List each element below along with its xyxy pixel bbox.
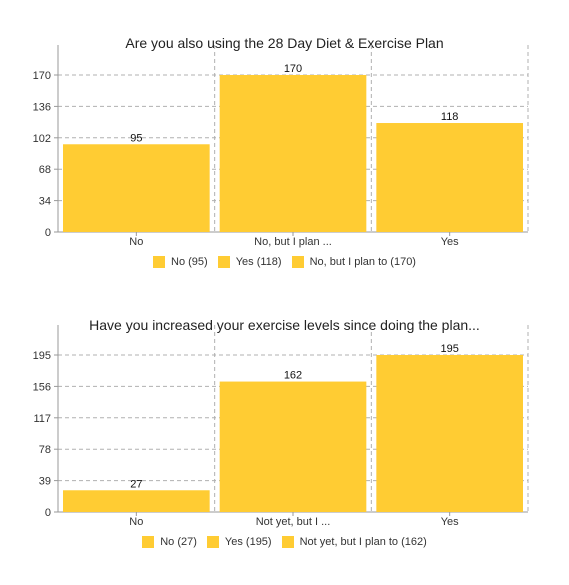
legend-swatch [153,256,166,268]
bar-value-label: 95 [130,132,142,144]
bar [219,75,367,232]
y-tick-label: 102 [33,133,51,145]
y-tick-label: 156 [33,381,51,393]
legend-swatch [142,536,155,548]
bar-value-label: 162 [284,370,302,382]
chart-title: Are you also using the 28 Day Diet & Exe… [125,35,444,51]
bar-chart-1: 0 34 68 102 136 170 95 No 170 No, but I plan ... 1… [33,45,529,248]
chart-panel-1: Are you also using the 28 Day Diet & Exe… [0,0,569,290]
bar-value-label: 27 [130,478,142,490]
y-tick-label: 68 [39,164,51,176]
legend-item[interactable]: Yes (118) [217,256,282,268]
legend-label: Yes (118) [235,256,282,268]
bar-value-label: 118 [441,111,459,123]
legend-item[interactable]: No, but I plan to (170) [291,256,416,268]
y-tick-label: 117 [33,413,51,425]
bar-value-label: 170 [284,63,302,75]
bar [63,490,210,512]
bar [376,355,523,512]
bar [376,123,523,232]
legend-label: Yes (195) [224,536,272,548]
bar [63,144,210,232]
legend-swatch [291,256,304,268]
x-tick-label: No, but I plan ... [254,236,332,248]
x-tick-label: No [129,236,143,248]
legend-label: No (95) [171,256,208,268]
legend-item[interactable]: No (27) [142,536,197,548]
chart-legend: No (95) Yes (118) No, but I plan to (170) [0,256,569,268]
y-tick-label: 0 [45,507,51,519]
legend-label: No (27) [160,536,197,548]
x-tick-label: No [129,516,143,528]
bar-value-label: 195 [440,343,458,355]
chart-panel-2: Have you increased your exercise levels … [0,290,569,585]
legend-item[interactable]: Not yet, but I plan to (162) [281,536,427,548]
y-tick-label: 39 [39,476,51,488]
legend-swatch [281,536,294,548]
legend-swatch [206,536,219,548]
bar [219,381,367,512]
bar-chart-2: 0 39 78 117 156 195 27 No 162 Not yet, but I ... 1… [33,325,529,528]
chart-title: Have you increased your exercise levels … [89,317,480,333]
x-tick-label: Yes [441,236,459,248]
legend-label: No, but I plan to (170) [309,256,416,268]
y-tick-label: 78 [39,444,51,456]
legend-label: Not yet, but I plan to (162) [299,536,427,548]
y-tick-label: 195 [33,350,51,362]
legend-item[interactable]: Yes (195) [206,536,272,548]
y-tick-label: 0 [45,227,51,239]
y-tick-label: 136 [33,101,51,113]
y-tick-label: 34 [39,196,51,208]
x-tick-label: Yes [441,516,459,528]
y-tick-label: 170 [33,70,51,82]
legend-item[interactable]: No (95) [153,256,208,268]
chart-legend: No (27) Yes (195) Not yet, but I plan to (… [0,536,569,548]
x-tick-label: Not yet, but I ... [256,516,331,528]
legend-swatch [217,256,230,268]
